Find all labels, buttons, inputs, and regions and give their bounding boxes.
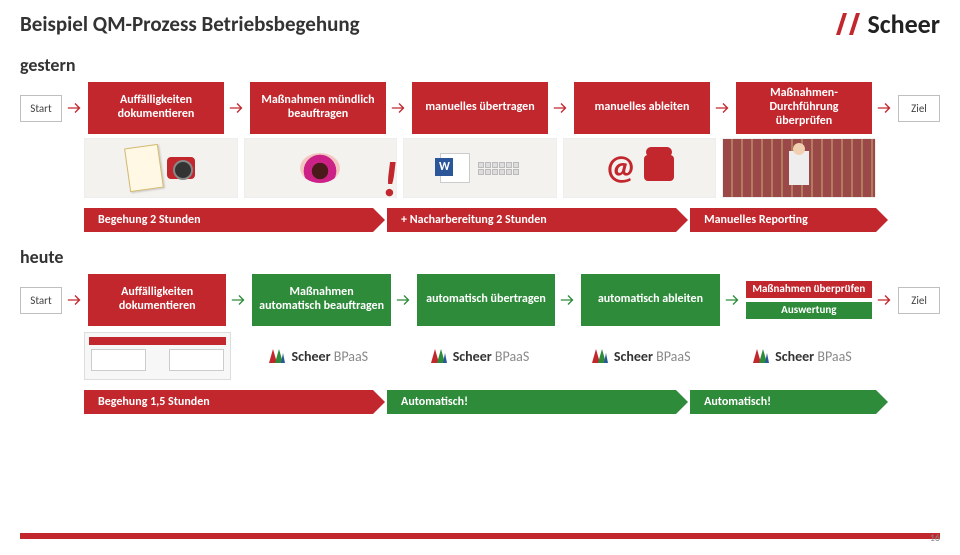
arrow-icon [559,291,577,309]
section-gestern: gestern [20,54,940,76]
arrow-icon [66,291,84,309]
banner: Begehung 1,5 Stunden [84,390,373,414]
bpaas-row: Scheer BPaaS Scheer BPaaS Scheer BPaaS Sche… [84,332,876,380]
step-auto-uebertragen: automatisch übertragen [417,274,555,326]
flow-gestern: Start Auffälligkeiten dokumentieren Maßn… [20,82,940,134]
img-word-keyboard [403,138,557,198]
step-stack: Maßnahmen überprüfen Auswertung [746,281,872,318]
step-beauftragen: Maßnahmen mündlich beauftragen [250,82,386,134]
arrow-icon [876,291,894,309]
banner: + Nacharbereitung 2 Stunden [387,208,676,232]
step-auswertung: Auswertung [746,302,872,319]
arrow-icon [395,291,413,309]
img-worker [722,138,876,198]
arrow-icon [66,99,84,117]
img-mouth: ! [244,138,398,198]
arrow-icon [228,99,246,117]
section-heute: heute [20,246,940,268]
goal-box: Ziel [898,95,940,122]
bpaas-logo: Scheer BPaaS [245,332,392,380]
scheer-logo: Scheer [833,8,940,40]
illustration-row: ! @ [84,138,876,198]
step-auto-ableiten: automatisch ableiten [581,274,719,326]
step-ableiten: manuelles ableiten [574,82,710,134]
step-uebertragen: manuelles übertragen [412,82,548,134]
brand-text: Scheer [867,8,940,40]
footer: 16 [20,533,940,547]
arrow-icon [230,291,248,309]
banner-row-heute: Begehung 1,5 Stunden Automatisch! Automati… [84,390,876,414]
arrow-icon [714,99,732,117]
page-title: Beispiel QM-Prozess Betriebsbegehung [20,11,360,37]
bpaas-logo: Scheer BPaaS [729,332,876,380]
step-dokumentieren: Auffälligkeiten dokumentieren [88,82,224,134]
bpaas-ui-thumb [84,332,231,380]
banner: Automatisch! [690,390,876,414]
page-number: 16 [930,531,940,544]
exclamation-icon: ! [382,155,397,198]
start-box: Start [20,95,62,122]
arrow-icon [390,99,408,117]
banner-row-gestern: Begehung 2 Stunden + Nacharbereitung 2 St… [84,208,876,232]
start-box: Start [20,287,62,314]
img-email-phone: @ [563,138,717,198]
arrow-icon [552,99,570,117]
banner: Begehung 2 Stunden [84,208,373,232]
img-notepad-camera [84,138,238,198]
footer-bar [20,533,940,539]
arrow-icon [724,291,742,309]
step-dokumentieren2: Auffälligkeiten dokumentieren [88,274,226,326]
banner: Manuelles Reporting [690,208,876,232]
flow-heute: Start Auffälligkeiten dokumentieren Maßn… [20,274,940,326]
step-ueberpruefen: Maßnahmen-Durchführung überprüfen [736,82,872,134]
step-auto-beauftragen: Maßnahmen automatisch beauftragen [252,274,390,326]
arrow-icon [876,99,894,117]
bpaas-logo: Scheer BPaaS [568,332,715,380]
goal-box: Ziel [898,287,940,314]
step-ueberpruefen2: Maßnahmen überprüfen [746,281,872,298]
banner: Automatisch! [387,390,676,414]
bpaas-logo: Scheer BPaaS [406,332,553,380]
